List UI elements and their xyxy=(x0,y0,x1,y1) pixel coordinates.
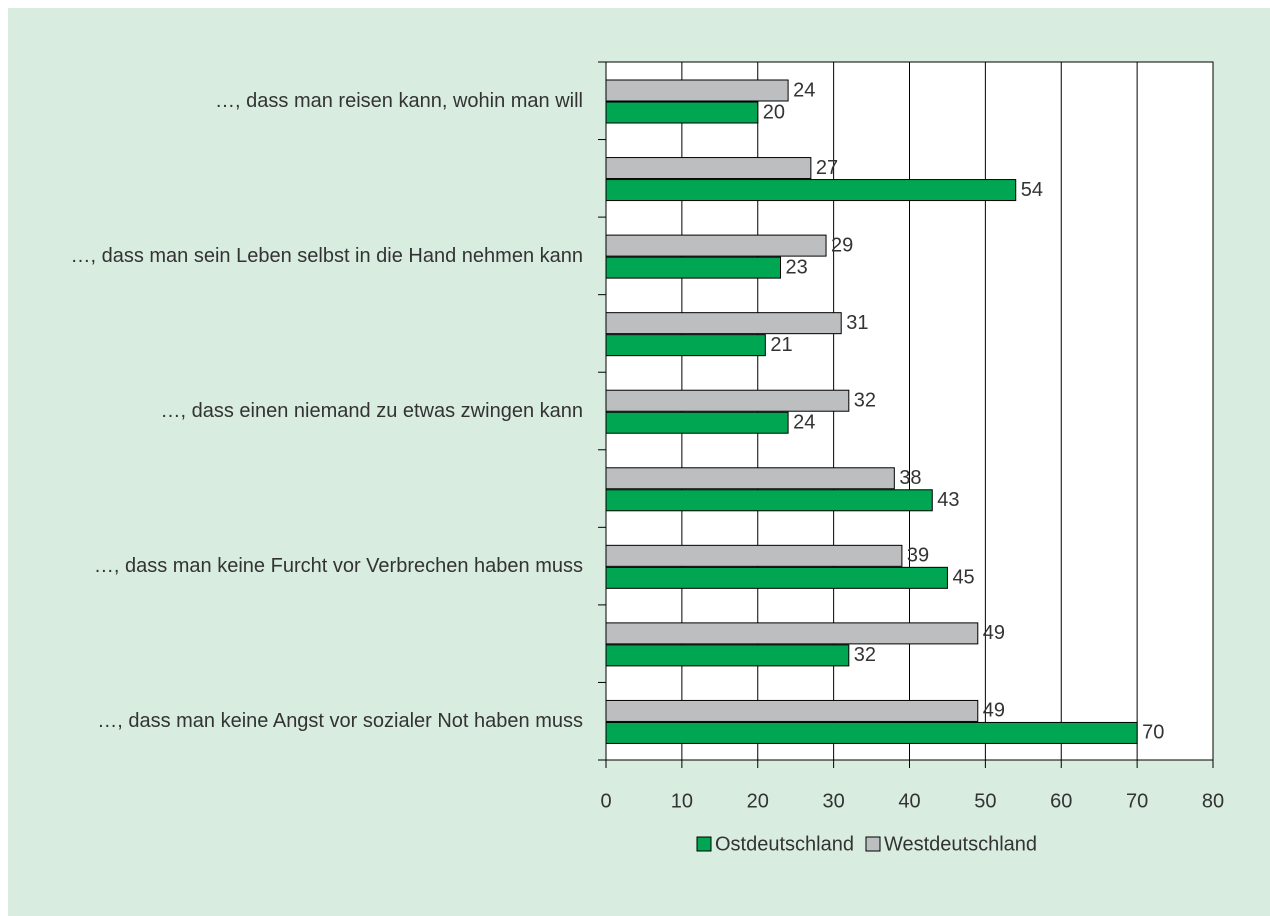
bar xyxy=(605,699,979,722)
data-label: 24 xyxy=(793,412,815,434)
x-tick-label: 0 xyxy=(600,790,611,812)
legend-label: Ostdeutschland xyxy=(715,833,854,855)
data-label: 29 xyxy=(831,234,853,256)
y-tick-label: …, dass man keine Angst vor sozialer Not… xyxy=(97,711,583,733)
label-line: …, dass einen niemand zu etwas zwingen k… xyxy=(161,400,583,422)
x-tick-label: 70 xyxy=(1126,790,1148,812)
label-line: …, dass man keine Angst vor sozialer Not… xyxy=(97,711,583,733)
bar xyxy=(605,334,766,357)
bar xyxy=(605,467,895,490)
data-label: 49 xyxy=(983,700,1005,722)
bar xyxy=(605,179,1017,202)
data-label: 43 xyxy=(937,489,959,511)
data-label: 32 xyxy=(854,644,876,666)
bar xyxy=(605,411,789,434)
x-tick-label: 60 xyxy=(1050,790,1072,812)
y-tick-label: …, dass man keine Furcht vor Verbrechen … xyxy=(94,555,583,577)
bar xyxy=(605,79,789,102)
data-label: 49 xyxy=(983,622,1005,644)
bar xyxy=(605,157,812,180)
legend: Ostdeutschland Westdeutschland xyxy=(696,833,1037,855)
x-tick-label: 30 xyxy=(823,790,845,812)
data-label: 20 xyxy=(763,101,785,123)
bar xyxy=(605,544,903,567)
legend-swatch xyxy=(696,836,712,852)
data-label: 24 xyxy=(793,79,815,101)
bar xyxy=(605,721,1138,744)
x-tick-label: 80 xyxy=(1202,790,1224,812)
data-label: 27 xyxy=(816,157,838,179)
y-tick-label: …, dass man reisen kann, wohin man will xyxy=(215,90,583,112)
x-tick-label: 40 xyxy=(898,790,920,812)
x-tick-label: 10 xyxy=(671,790,693,812)
bar xyxy=(605,644,850,667)
label-line: …, dass man sein Leben selbst in die Han… xyxy=(70,245,583,267)
bar xyxy=(605,234,827,257)
bar xyxy=(605,622,979,645)
y-tick-label: …, dass einen niemand zu etwas zwingen k… xyxy=(161,400,583,422)
data-label: 70 xyxy=(1142,722,1164,744)
data-label: 21 xyxy=(770,334,792,356)
bar xyxy=(605,312,842,335)
data-label: 39 xyxy=(907,545,929,567)
label-line: …, dass man keine Furcht vor Verbrechen … xyxy=(94,555,583,577)
bar xyxy=(605,389,850,412)
data-label: 32 xyxy=(854,390,876,412)
data-label: 38 xyxy=(899,467,921,489)
data-label: 23 xyxy=(786,256,808,278)
data-label: 45 xyxy=(952,567,974,589)
x-tick-label: 20 xyxy=(747,790,769,812)
data-label: 54 xyxy=(1021,179,1043,201)
bar xyxy=(605,566,948,589)
bar xyxy=(605,101,759,124)
x-tick-label: 50 xyxy=(974,790,996,812)
legend-swatch xyxy=(865,836,881,852)
bar xyxy=(605,489,933,512)
legend-label: Westdeutschland xyxy=(884,833,1037,855)
label-line: …, dass man reisen kann, wohin man will xyxy=(215,90,583,112)
data-label: 31 xyxy=(846,312,868,334)
bar xyxy=(605,256,782,279)
y-tick-label: …, dass man sein Leben selbst in die Han… xyxy=(70,245,583,267)
